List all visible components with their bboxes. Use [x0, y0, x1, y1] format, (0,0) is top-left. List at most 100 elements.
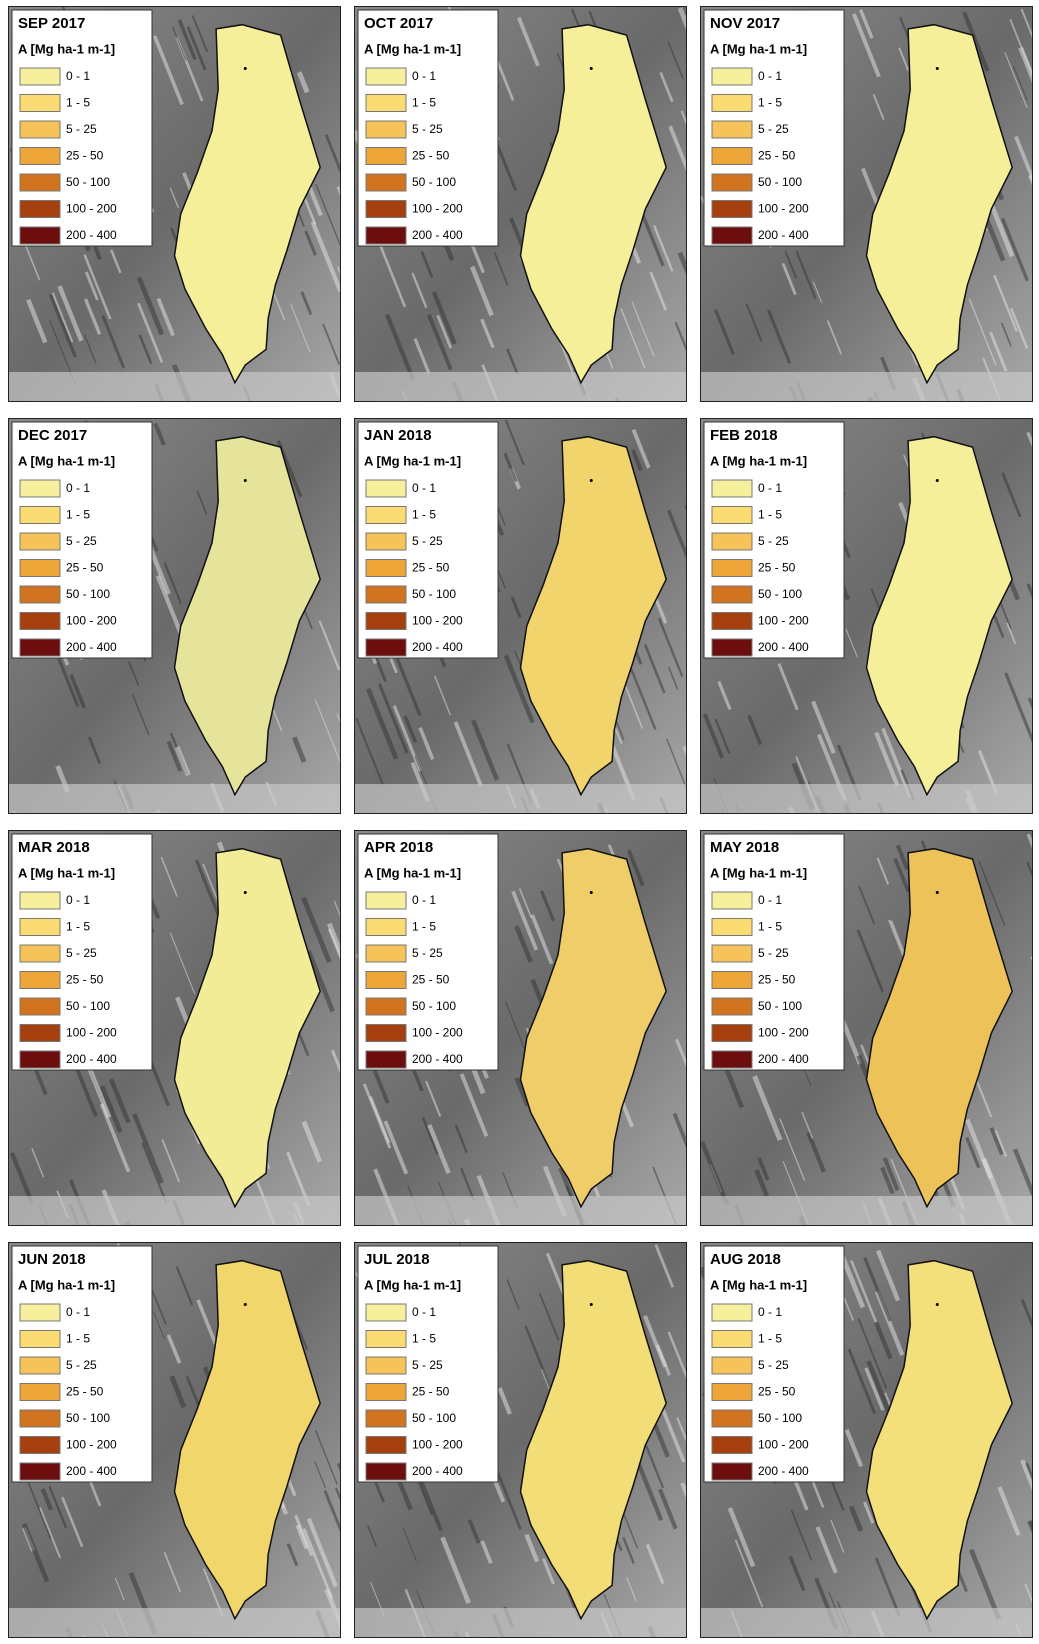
legend-label: 50 - 100	[412, 999, 456, 1013]
panel-title: OCT 2017	[364, 15, 433, 32]
legend-label: 100 - 200	[412, 614, 463, 628]
legend-label: 1 - 5	[758, 1332, 782, 1346]
legend-swatch	[20, 174, 60, 191]
legend-swatch	[712, 1384, 752, 1401]
legend-swatch	[712, 998, 752, 1015]
legend-swatch	[712, 68, 752, 85]
legend-label: 1 - 5	[758, 920, 782, 934]
legend-swatch	[20, 1410, 60, 1427]
legend-swatch	[712, 507, 752, 524]
legend-label: 5 - 25	[66, 122, 97, 136]
legend-label: 50 - 100	[758, 587, 802, 601]
legend-title: A [Mg ha-1 m-1]	[710, 41, 807, 56]
legend-swatch	[366, 227, 406, 244]
legend-swatch	[712, 533, 752, 550]
legend-label: 100 - 200	[758, 1438, 809, 1452]
legend-swatch	[20, 613, 60, 630]
legend-label: 200 - 400	[758, 1464, 809, 1478]
legend-swatch	[712, 121, 752, 138]
legend-swatch	[20, 1463, 60, 1480]
legend-label: 100 - 200	[758, 614, 809, 628]
legend-label: 200 - 400	[66, 1052, 117, 1066]
legend-swatch	[366, 945, 406, 962]
map-panel: MAR 2018A [Mg ha-1 m-1]0 - 11 - 55 - 252…	[8, 830, 341, 1226]
legend-swatch	[366, 639, 406, 656]
legend-swatch	[366, 1384, 406, 1401]
legend-swatch	[366, 892, 406, 909]
legend-swatch	[366, 507, 406, 524]
legend-label: 0 - 1	[758, 69, 782, 83]
legend-title: A [Mg ha-1 m-1]	[18, 453, 115, 468]
legend-swatch	[20, 1357, 60, 1374]
legend-swatch	[20, 201, 60, 218]
legend-swatch	[366, 201, 406, 218]
valley-floor	[700, 372, 1033, 402]
panel-title: JUN 2018	[18, 1251, 86, 1268]
legend-swatch	[20, 1384, 60, 1401]
legend-label: 5 - 25	[66, 1358, 97, 1372]
legend-label: 50 - 100	[66, 587, 110, 601]
legend-label: 5 - 25	[758, 122, 789, 136]
valley-floor	[700, 1608, 1033, 1638]
legend-swatch	[366, 533, 406, 550]
legend-label: 100 - 200	[412, 1438, 463, 1452]
outlet-point	[936, 1303, 939, 1306]
valley-floor	[354, 784, 687, 814]
panel-title: DEC 2017	[18, 427, 87, 444]
legend-label: 0 - 1	[758, 481, 782, 495]
legend-label: 1 - 5	[412, 96, 436, 110]
legend-swatch	[366, 174, 406, 191]
legend-label: 0 - 1	[66, 1305, 90, 1319]
legend-swatch	[366, 972, 406, 989]
valley-floor	[354, 1608, 687, 1638]
legend-label: 100 - 200	[66, 202, 117, 216]
map-panel: JUL 2018A [Mg ha-1 m-1]0 - 11 - 55 - 252…	[354, 1242, 687, 1638]
legend-label: 50 - 100	[412, 175, 456, 189]
legend-label: 1 - 5	[66, 1332, 90, 1346]
legend-swatch	[712, 892, 752, 909]
legend-swatch	[366, 613, 406, 630]
legend-label: 5 - 25	[412, 1358, 443, 1372]
legend-swatch	[712, 174, 752, 191]
legend-swatch	[712, 227, 752, 244]
legend-title: A [Mg ha-1 m-1]	[364, 1277, 461, 1292]
legend-label: 5 - 25	[66, 946, 97, 960]
legend-swatch	[712, 95, 752, 112]
legend-swatch	[20, 68, 60, 85]
legend-label: 50 - 100	[66, 175, 110, 189]
legend-swatch	[712, 1437, 752, 1454]
legend-label: 1 - 5	[758, 96, 782, 110]
legend-swatch	[20, 998, 60, 1015]
legend: JAN 2018A [Mg ha-1 m-1]0 - 11 - 55 - 252…	[358, 422, 498, 658]
legend-swatch	[20, 639, 60, 656]
legend-label: 0 - 1	[66, 893, 90, 907]
legend-swatch	[20, 945, 60, 962]
panel-title: MAR 2018	[18, 839, 90, 856]
outlet-point	[590, 479, 593, 482]
legend-swatch	[712, 639, 752, 656]
legend-label: 100 - 200	[412, 202, 463, 216]
legend-title: A [Mg ha-1 m-1]	[18, 865, 115, 880]
legend-swatch	[366, 68, 406, 85]
legend-swatch	[366, 1463, 406, 1480]
outlet-point	[590, 1303, 593, 1306]
legend-title: A [Mg ha-1 m-1]	[364, 41, 461, 56]
legend-swatch	[20, 972, 60, 989]
legend-swatch	[366, 121, 406, 138]
legend-swatch	[712, 613, 752, 630]
legend-swatch	[20, 1331, 60, 1348]
legend-title: A [Mg ha-1 m-1]	[364, 865, 461, 880]
legend-label: 0 - 1	[412, 893, 436, 907]
legend-swatch	[20, 480, 60, 497]
panel-title: SEP 2017	[18, 15, 85, 32]
panel-title: JAN 2018	[364, 427, 432, 444]
legend-label: 5 - 25	[412, 946, 443, 960]
outlet-point	[244, 67, 247, 70]
legend-swatch	[712, 1025, 752, 1042]
legend-label: 200 - 400	[412, 1464, 463, 1478]
legend-label: 200 - 400	[66, 228, 117, 242]
legend-swatch	[20, 919, 60, 936]
legend-label: 200 - 400	[412, 228, 463, 242]
